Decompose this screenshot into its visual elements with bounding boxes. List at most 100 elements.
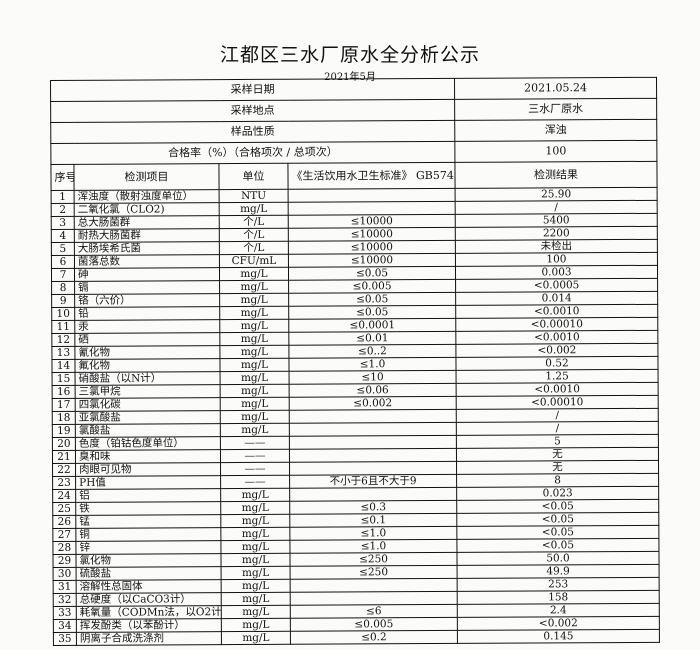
row-result: 2200 [455, 226, 658, 241]
row-result: / [456, 421, 659, 436]
analysis-table: 采样日期 2021.05.24 采样地点 三水厂原水 样品性质 浑浊 合格率（%）（合… [50, 77, 660, 646]
row-number: 8 [51, 281, 75, 295]
row-standard [288, 188, 456, 203]
row-number: 5 [51, 242, 75, 256]
row-item: 亚氯酸盐 [75, 410, 221, 425]
row-number: 25 [52, 502, 76, 516]
row-number: 11 [51, 320, 75, 334]
row-unit: —— [220, 475, 290, 489]
row-unit: mg/L [221, 592, 291, 606]
row-number: 13 [51, 346, 75, 360]
row-result: <0.0010 [455, 304, 658, 319]
row-item: 色度（铂钴色度单位） [75, 436, 221, 451]
row-item: 氯化物 [75, 553, 222, 568]
row-result: <0.0010 [456, 382, 659, 397]
row-number: 4 [51, 229, 75, 243]
row-standard: ≤10000 [288, 214, 456, 229]
row-unit: —— [220, 449, 290, 463]
row-number: 18 [52, 411, 76, 425]
row-unit: mg/L [220, 540, 290, 554]
row-unit: mg/L [220, 514, 290, 528]
row-item: 氰化物 [74, 345, 220, 360]
row-number: 27 [52, 528, 76, 542]
row-item: 氯酸盐 [75, 423, 221, 438]
row-unit: mg/L [219, 293, 289, 307]
row-standard [289, 435, 457, 450]
row-unit: mg/L [221, 618, 291, 632]
row-result: 5 [456, 434, 659, 449]
row-item: 铜 [75, 527, 221, 542]
row-standard: ≤0.05 [288, 305, 456, 320]
row-standard: ≤250 [290, 565, 458, 580]
table-row: 35 阴离子合成洗涤剂 mg/L ≤0.2 0.145 [53, 629, 660, 646]
meta-value: 100 [454, 140, 657, 163]
row-item: 铬（六价） [74, 293, 220, 308]
row-standard: ≤0.01 [288, 331, 456, 346]
row-standard: ≤0.002 [289, 396, 457, 411]
row-number: 7 [51, 268, 75, 282]
row-result: <0.002 [455, 343, 658, 358]
row-unit: mg/L [221, 566, 291, 580]
meta-label: 样品性质 [50, 120, 455, 144]
row-result: 0.014 [455, 291, 658, 306]
header-result: 检测结果 [454, 161, 658, 189]
row-result: 0.003 [455, 265, 658, 280]
row-number: 26 [52, 515, 76, 529]
row-item: 锰 [75, 514, 221, 529]
row-result: 未检出 [455, 239, 658, 254]
row-unit: mg/L [219, 319, 289, 333]
row-number: 29 [52, 554, 77, 568]
row-number: 35 [53, 632, 77, 646]
row-standard: ≤10000 [288, 227, 456, 242]
row-number: 6 [51, 255, 75, 269]
header-unit: 单位 [218, 163, 289, 190]
row-number: 12 [51, 333, 75, 347]
row-number: 31 [53, 580, 77, 594]
row-item: 硒 [74, 332, 220, 347]
meta-value: 浑浊 [454, 119, 657, 142]
row-item: 耗氧量（CODMn法，以O2计） [76, 605, 222, 620]
row-standard: ≤1.0 [289, 539, 457, 554]
header-standard: 《生活饮用水卫生标准》 GB5749 [287, 162, 456, 190]
row-standard [289, 448, 457, 463]
row-unit: mg/L [219, 202, 289, 216]
row-item: 铝 [75, 488, 221, 503]
row-unit: —— [220, 436, 290, 450]
row-standard: ≤0.05 [288, 266, 456, 281]
row-item: 汞 [74, 319, 220, 334]
row-result: / [456, 408, 659, 423]
row-unit: mg/L [221, 579, 291, 593]
row-item: 硫酸盐 [76, 566, 222, 581]
row-standard: ≤10000 [288, 253, 456, 268]
row-item: 溶解性总固体 [76, 579, 222, 594]
row-item: 氟化物 [74, 358, 221, 373]
row-standard: ≤6 [290, 604, 458, 619]
row-result: 1.25 [456, 369, 659, 384]
row-unit: —— [220, 462, 290, 476]
header-row: 序号 检测项目 单位 《生活饮用水卫生标准》 GB5749 检测结果 [50, 161, 658, 191]
row-result: 25.90 [455, 187, 658, 202]
row-standard [288, 201, 456, 216]
row-result: <0.0005 [455, 278, 658, 293]
row-standard: ≤0.005 [288, 279, 456, 294]
row-unit: mg/L [220, 397, 290, 411]
row-unit: mg/L [219, 267, 289, 281]
row-standard [289, 422, 457, 437]
header-no: 序号 [50, 164, 75, 191]
row-number: 21 [52, 450, 76, 464]
row-unit: CFU/mL [219, 254, 289, 268]
row-result: <0.05 [456, 525, 659, 540]
row-unit: NTU [219, 189, 289, 203]
row-item: 阴离子合成洗涤剂 [76, 631, 222, 646]
row-item: 砷 [74, 267, 220, 282]
row-unit: mg/L [219, 332, 289, 346]
row-number: 17 [52, 398, 76, 412]
row-standard: ≤0.3 [289, 500, 457, 515]
row-standard: ≤10000 [288, 240, 456, 255]
row-standard [289, 409, 457, 424]
row-standard: ≤10 [289, 370, 457, 385]
row-result: 5400 [455, 213, 658, 228]
row-number: 14 [51, 359, 76, 373]
row-item: 锌 [75, 540, 221, 555]
row-result: <0.00010 [456, 395, 659, 410]
